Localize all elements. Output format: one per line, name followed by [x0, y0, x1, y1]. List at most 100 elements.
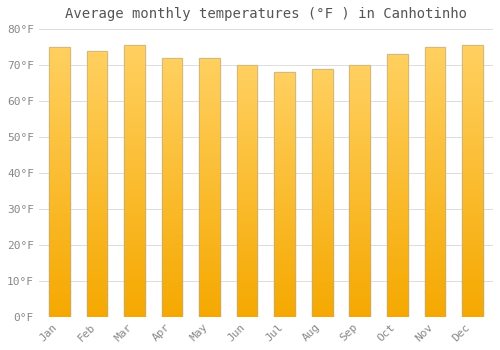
Bar	[200, 314, 220, 317]
Bar	[350, 80, 370, 83]
Bar	[312, 217, 332, 220]
Bar	[387, 99, 407, 101]
Bar	[424, 290, 445, 293]
Bar	[462, 124, 482, 127]
Bar	[200, 280, 220, 283]
Bar	[424, 166, 445, 168]
Bar	[350, 146, 370, 148]
Bar	[274, 114, 295, 116]
Bar	[387, 204, 407, 206]
Bar	[387, 141, 407, 144]
Bar	[462, 170, 482, 173]
Bar	[387, 138, 407, 141]
Bar	[49, 198, 70, 201]
Bar	[350, 239, 370, 241]
Bar	[274, 265, 295, 268]
Bar	[162, 120, 182, 122]
Bar	[49, 47, 70, 317]
Bar	[237, 272, 258, 274]
Bar	[200, 94, 220, 97]
Bar	[162, 89, 182, 91]
Bar	[312, 242, 332, 245]
Bar	[237, 188, 258, 191]
Bar	[124, 86, 145, 89]
Bar	[49, 193, 70, 195]
Bar	[350, 284, 370, 287]
Bar	[350, 90, 370, 93]
Bar	[274, 165, 295, 168]
Bar	[124, 208, 145, 211]
Bar	[124, 162, 145, 165]
Bar	[124, 51, 145, 54]
Bar	[350, 203, 370, 206]
Bar	[124, 214, 145, 216]
Bar	[200, 296, 220, 299]
Bar	[49, 314, 70, 317]
Bar	[49, 63, 70, 66]
Bar	[350, 201, 370, 203]
Bar	[387, 264, 407, 267]
Bar	[312, 128, 332, 131]
Bar	[86, 205, 108, 208]
Bar	[387, 60, 407, 62]
Bar	[424, 241, 445, 244]
Bar	[124, 130, 145, 132]
Bar	[200, 58, 220, 317]
Bar	[350, 85, 370, 88]
Bar	[237, 221, 258, 224]
Bar	[49, 211, 70, 214]
Bar	[350, 75, 370, 78]
Bar	[86, 266, 108, 269]
Bar	[274, 87, 295, 89]
Bar	[312, 190, 332, 193]
Bar	[86, 117, 108, 120]
Bar	[312, 168, 332, 170]
Bar	[162, 299, 182, 301]
Bar	[350, 143, 370, 146]
Bar	[424, 303, 445, 306]
Bar	[124, 238, 145, 241]
Bar	[237, 226, 258, 229]
Bar	[200, 97, 220, 99]
Bar	[162, 68, 182, 71]
Bar	[274, 92, 295, 94]
Bar	[387, 198, 407, 201]
Bar	[162, 58, 182, 61]
Bar	[237, 133, 258, 135]
Bar	[200, 174, 220, 177]
Bar	[49, 79, 70, 82]
Bar	[424, 90, 445, 93]
Bar	[86, 290, 108, 293]
Bar	[462, 216, 482, 219]
Bar	[200, 193, 220, 195]
Bar	[86, 229, 108, 232]
Bar	[162, 250, 182, 252]
Bar	[387, 83, 407, 86]
Bar	[162, 86, 182, 89]
Bar	[86, 133, 108, 136]
Bar	[162, 293, 182, 296]
Bar	[237, 214, 258, 216]
Bar	[462, 224, 482, 227]
Bar	[162, 74, 182, 76]
Bar	[237, 239, 258, 241]
Bar	[162, 224, 182, 226]
Bar	[387, 151, 407, 154]
Bar	[237, 125, 258, 128]
Bar	[387, 254, 407, 257]
Bar	[387, 188, 407, 191]
Bar	[237, 264, 258, 266]
Bar	[274, 173, 295, 175]
Bar	[424, 193, 445, 195]
Bar	[124, 205, 145, 208]
Bar	[237, 90, 258, 93]
Bar	[274, 77, 295, 79]
Bar	[200, 89, 220, 91]
Bar	[86, 194, 108, 197]
Bar	[462, 64, 482, 67]
Bar	[86, 91, 108, 93]
Bar	[274, 192, 295, 195]
Bar	[387, 80, 407, 83]
Bar	[124, 244, 145, 246]
Bar	[86, 232, 108, 234]
